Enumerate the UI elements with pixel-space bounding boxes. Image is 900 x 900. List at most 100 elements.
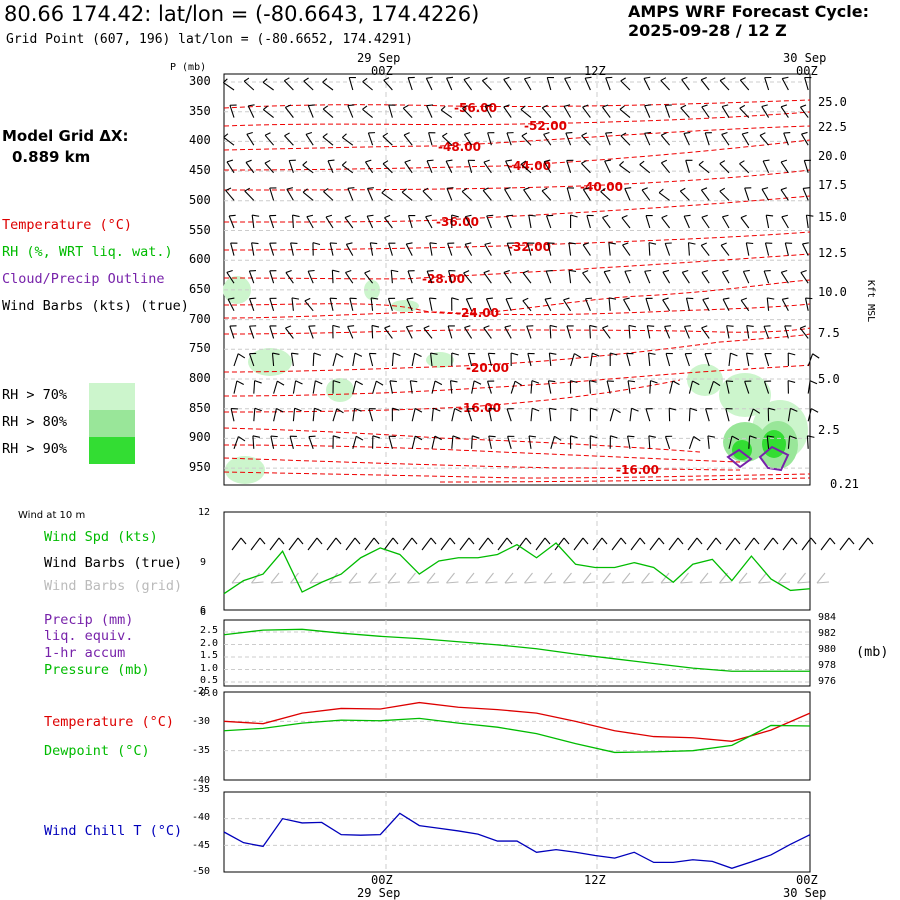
wind-barb-flag [313, 352, 322, 356]
wind-barb [462, 107, 472, 118]
wind-barb-flag [544, 297, 552, 300]
grid-barb-flag [777, 581, 791, 584]
pressure-tick-label: 982 [818, 628, 837, 639]
wind-barb [223, 82, 235, 91]
wind-barb-flag [446, 76, 454, 79]
wind-barb-flag [623, 297, 630, 301]
wind-barb [581, 163, 591, 174]
wind-barb [403, 134, 413, 146]
wind-barb [528, 215, 532, 229]
rh-area [426, 352, 454, 368]
wind-barb [362, 108, 373, 119]
wind-barb [719, 190, 730, 201]
wind-barb [646, 325, 651, 339]
wind-barb [664, 243, 671, 256]
wind-barb-flag [624, 269, 632, 272]
wind-barb [566, 187, 572, 201]
wind-barb [487, 353, 492, 367]
grid-barb-flag [251, 581, 264, 584]
true-barb [535, 537, 546, 551]
wind-barb-flag [684, 214, 691, 217]
wind-barb-flag [589, 324, 597, 328]
wind-barb-flag [726, 380, 734, 382]
grid-barb [738, 572, 748, 584]
wind-barb-flag [294, 407, 302, 412]
grid-barb-flag [407, 581, 420, 584]
wind-barb [426, 105, 433, 118]
wind-barb-flag [336, 408, 344, 414]
isotherm-label: -20.00 [466, 361, 509, 375]
wind-barb [522, 272, 532, 284]
wind-barb-flag [225, 187, 232, 191]
forecast-cycle: AMPS WRF Forecast Cycle: 2025-09-28 / 12… [628, 2, 869, 40]
wind-barb-flag [693, 436, 701, 442]
chill-tick-45: -45 [192, 840, 211, 851]
wind-barb [332, 408, 338, 422]
wind-barb [411, 408, 416, 422]
isotherm-label: -40.00 [580, 180, 623, 194]
wind-barb [700, 79, 710, 91]
wind-barb [368, 408, 374, 422]
wind-barb-flag [347, 104, 355, 107]
wind-barb [603, 271, 611, 284]
wind-barb-flag [719, 77, 726, 81]
true-barb-flag [677, 537, 684, 545]
wind-barb-flag [228, 297, 235, 300]
wind-barb-flag [347, 325, 355, 328]
wind-barb-flag [701, 269, 708, 273]
grid-barb-flag [329, 581, 342, 584]
wind-barb-flag [554, 435, 562, 441]
wind-barb [367, 132, 374, 146]
wind-barb [627, 435, 631, 449]
wind-barb-flag [644, 131, 652, 134]
wind-barb-flag [252, 214, 260, 217]
true-barb [668, 537, 679, 551]
wind-barb-flag [434, 435, 442, 441]
wind-barb-flag [639, 160, 645, 166]
wind-barb-flag [429, 297, 437, 300]
wind-barb-flag [473, 380, 482, 385]
wind-barb-flag [244, 187, 251, 192]
wind-barb-flag [276, 408, 284, 413]
wind-barb [487, 132, 492, 146]
wind-barb-flag [520, 105, 526, 110]
grid-barb [660, 572, 670, 584]
wind-barb [564, 78, 572, 91]
wind-barb-flag [362, 77, 368, 83]
wind-barb [781, 299, 789, 312]
wind-barb-flag [503, 104, 510, 108]
wind-barb-flag [367, 187, 374, 190]
wind-barb [528, 435, 532, 449]
wind-barb [451, 408, 456, 422]
wind-barb-flag [585, 297, 593, 300]
wind-tick-9: 9 [200, 557, 207, 568]
wind-barb-flag [226, 159, 234, 163]
wind-barb-flag [222, 78, 228, 83]
wind-barb [426, 160, 433, 174]
wind-barb-flag [504, 187, 511, 190]
wind-barb-flag [485, 104, 492, 107]
wind-barb [639, 164, 651, 174]
wind-barb-flag [806, 214, 814, 217]
wind-barb [701, 216, 710, 229]
wind-barb [745, 242, 750, 256]
grid-barb [602, 572, 611, 584]
true-barb [611, 537, 622, 551]
bottom-date-2: 30 Sep [783, 886, 827, 900]
wind-barb-flag [237, 353, 246, 359]
wind-barb-flag [341, 161, 347, 166]
true-barb [231, 537, 242, 551]
grid-barb [368, 572, 377, 584]
wind-barb-flag [323, 187, 329, 193]
pressure-line [223, 628, 810, 672]
wind-barb-flag [801, 131, 808, 135]
isotherm-label: -28.00 [422, 272, 465, 286]
wind-barb [269, 243, 275, 256]
wind-barb [740, 299, 750, 312]
wind-barb-flag [263, 105, 269, 111]
wind-barb-flag [414, 408, 423, 413]
wind-barb [648, 435, 651, 449]
kft-tick-label: 25.0 [818, 95, 847, 109]
isotherm-label: -16.00 [616, 463, 659, 477]
